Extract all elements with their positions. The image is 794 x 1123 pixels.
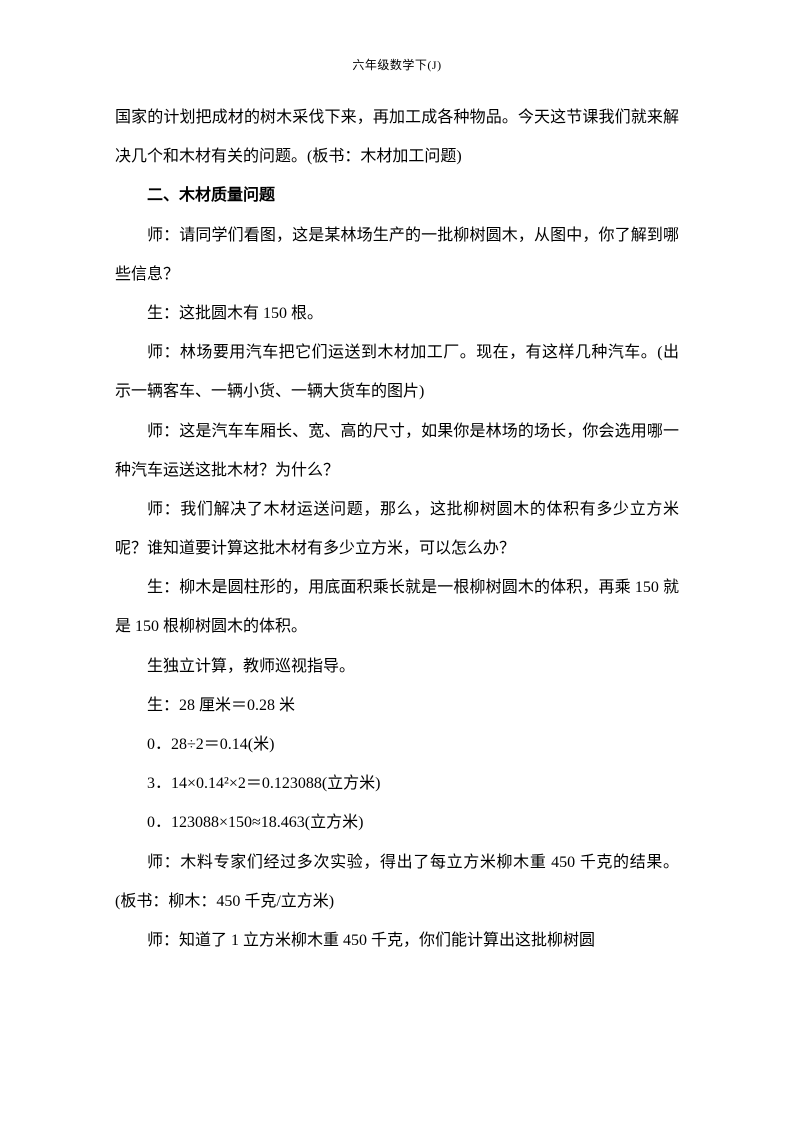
document-body: 国家的计划把成材的树木采伐下来，再加工成各种物品。今天这节课我们就来解决几个和木… bbox=[115, 98, 679, 960]
page-header: 六年级数学下(J) bbox=[0, 56, 794, 73]
paragraph: 0．28÷2＝0.14(米) bbox=[115, 725, 679, 764]
paragraph: 生：柳木是圆柱形的，用底面积乘长就是一根柳树圆木的体积，再乘 150 就是 15… bbox=[115, 568, 679, 646]
paragraph: 师：这是汽车车厢长、宽、高的尺寸，如果你是林场的场长，你会选用哪一种汽车运送这批… bbox=[115, 412, 679, 490]
paragraph: 3．14×0.14²×2＝0.123088(立方米) bbox=[115, 764, 679, 803]
paragraph: 师：木料专家们经过多次实验，得出了每立方米柳木重 450 千克的结果。(板书：柳… bbox=[115, 843, 679, 921]
paragraph: 0．123088×150≈18.463(立方米) bbox=[115, 803, 679, 842]
paragraph: 师：林场要用汽车把它们运送到木材加工厂。现在，有这样几种汽车。(出示一辆客车、一… bbox=[115, 333, 679, 411]
paragraph: 国家的计划把成材的树木采伐下来，再加工成各种物品。今天这节课我们就来解决几个和木… bbox=[115, 98, 679, 176]
page-container: 六年级数学下(J) 国家的计划把成材的树木采伐下来，再加工成各种物品。今天这节课… bbox=[0, 0, 794, 1123]
paragraph: 师：知道了 1 立方米柳木重 450 千克，你们能计算出这批柳树圆 bbox=[115, 921, 679, 960]
paragraph: 生：28 厘米＝0.28 米 bbox=[115, 686, 679, 725]
paragraph: 师：我们解决了木材运送问题，那么，这批柳树圆木的体积有多少立方米呢？谁知道要计算… bbox=[115, 490, 679, 568]
paragraph: 生：这批圆木有 150 根。 bbox=[115, 294, 679, 333]
paragraph: 生独立计算，教师巡视指导。 bbox=[115, 647, 679, 686]
paragraph: 师：请同学们看图，这是某林场生产的一批柳树圆木，从图中，你了解到哪些信息？ bbox=[115, 216, 679, 294]
section-heading: 二、木材质量问题 bbox=[115, 176, 679, 215]
